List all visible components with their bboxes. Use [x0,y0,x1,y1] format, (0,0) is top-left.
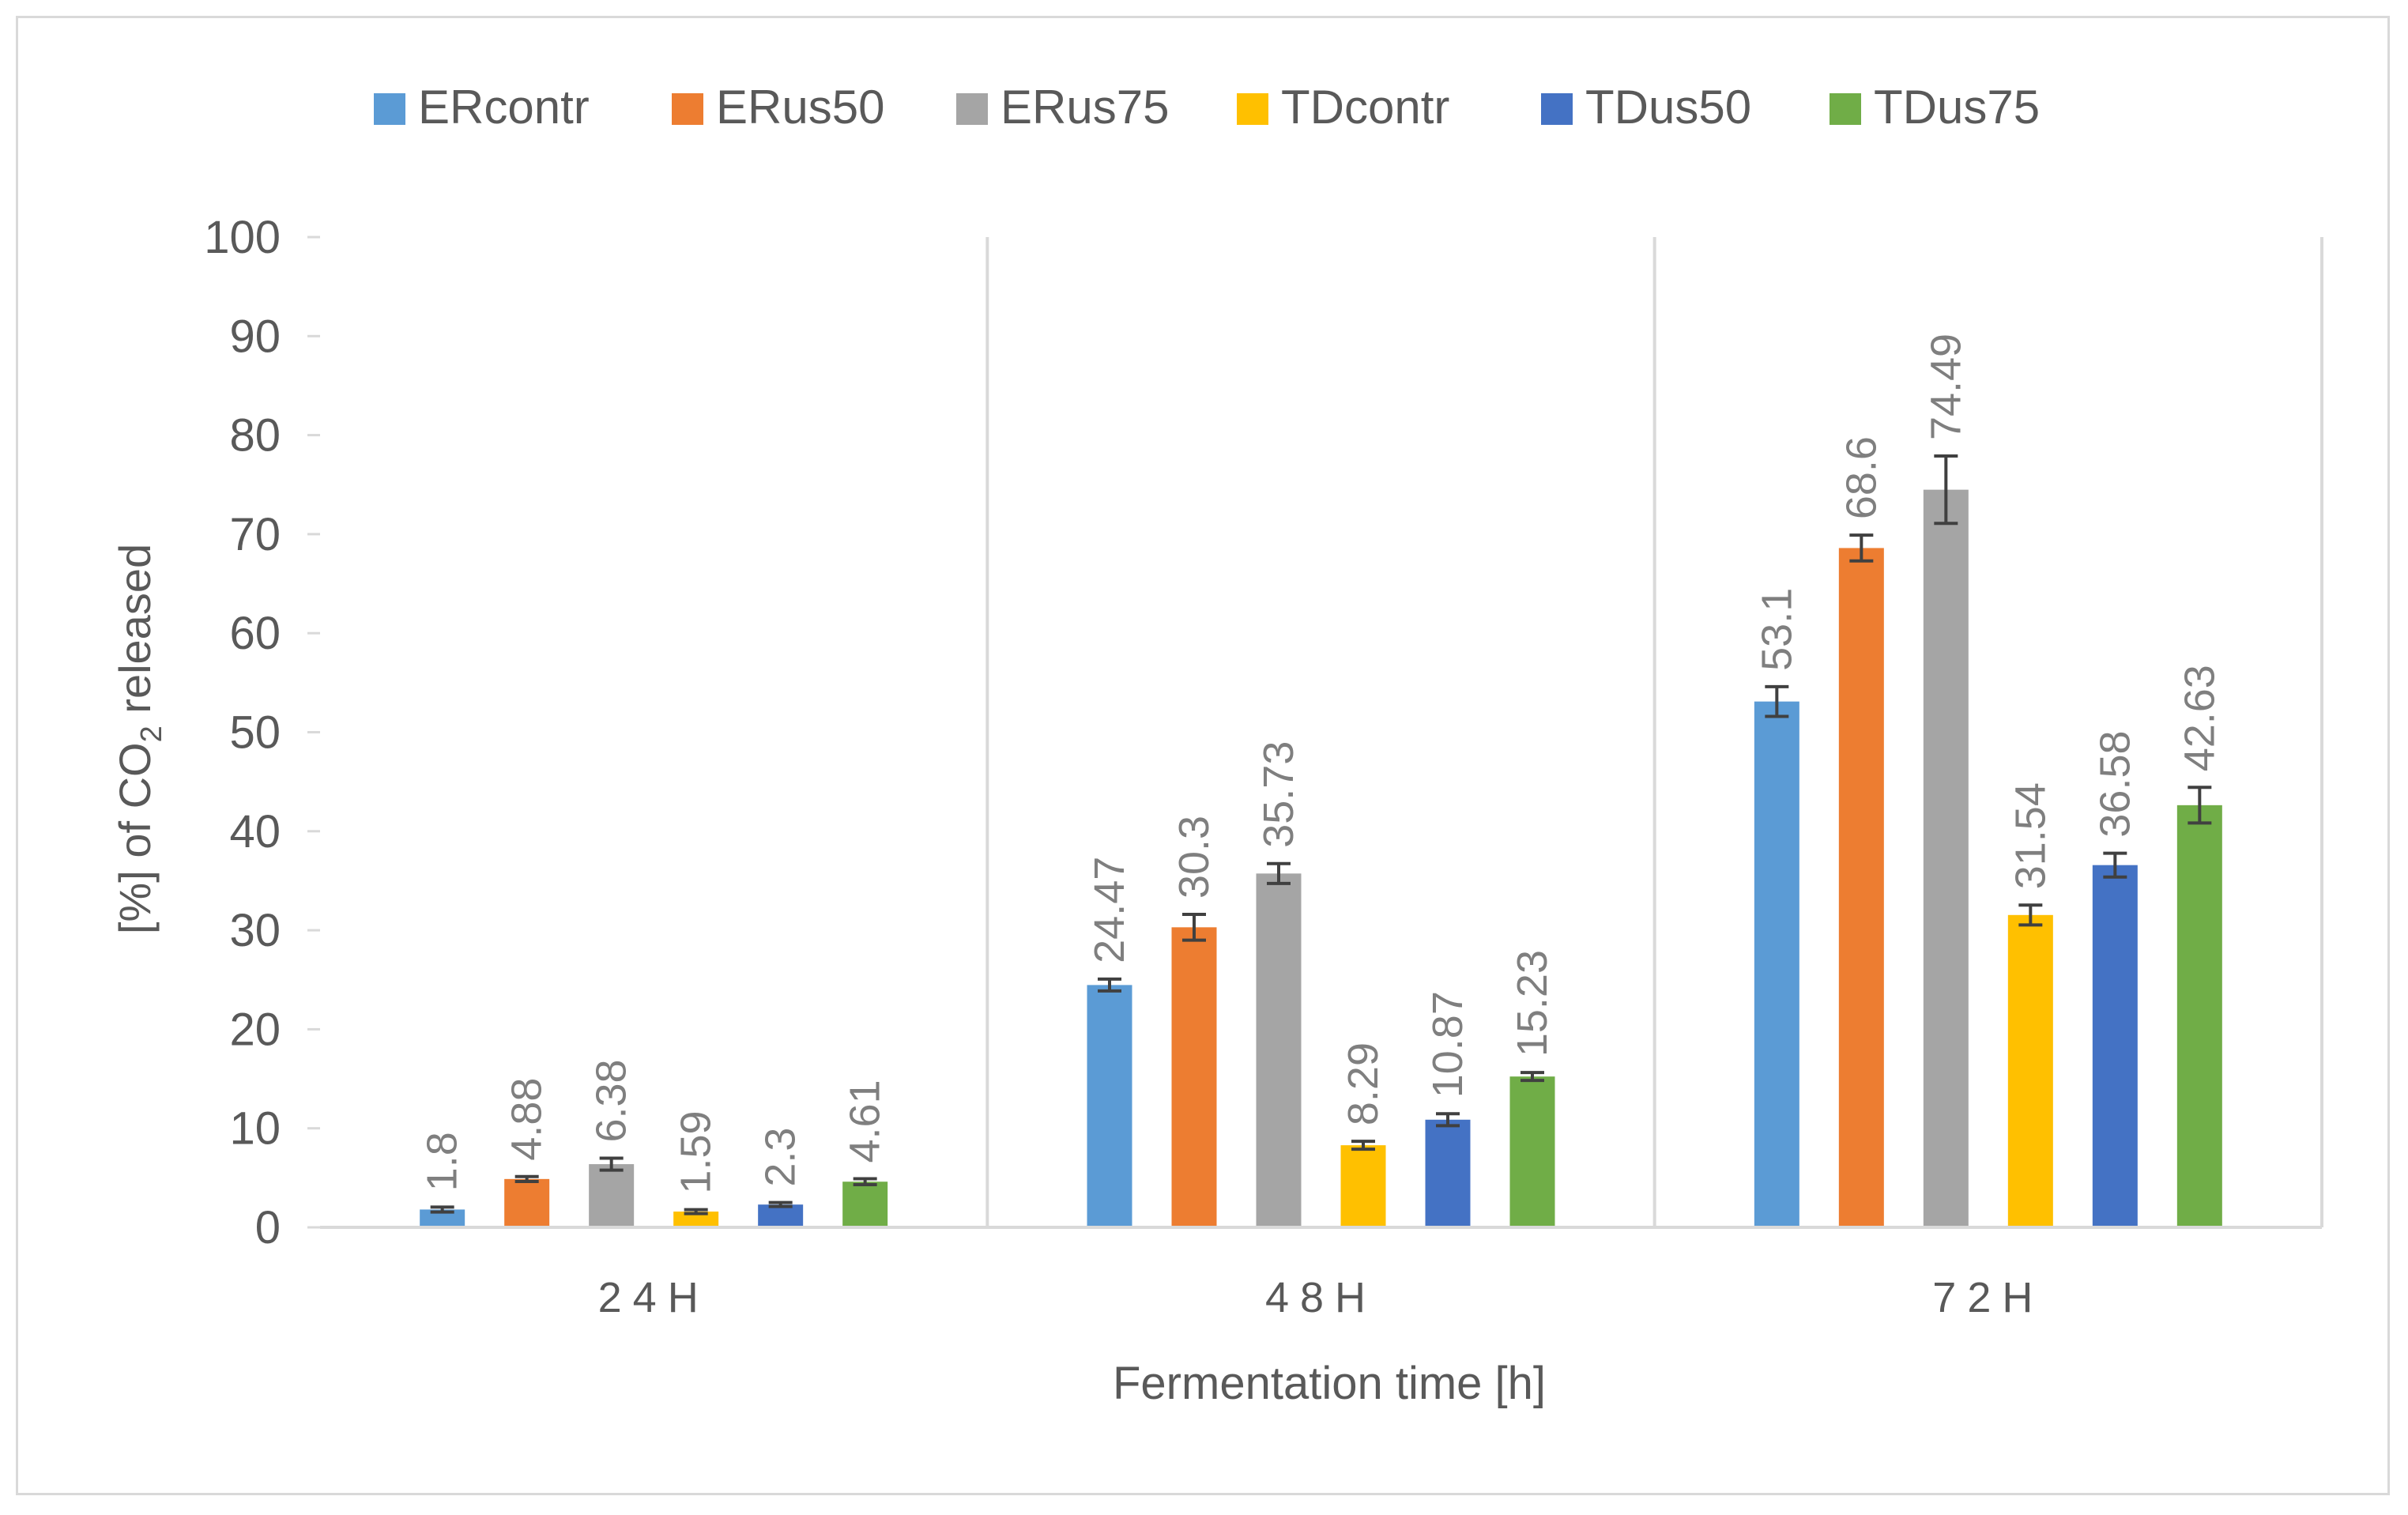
bar-TDus75-72H [2176,805,2222,1227]
legend-label-TDus50: TDus50 [1585,81,1751,134]
error-bar-TDus50-48H [1436,1112,1460,1128]
y-tick-label: 40 [229,806,281,857]
x-axis-label: Fermentation time [h] [1113,1358,1546,1409]
data-label-TDus50-48H: 10.87 [1424,991,1472,1098]
data-label-TDus75-24H: 4.61 [842,1080,889,1163]
y-tick-label: 30 [229,905,281,956]
data-label-TDcontr-72H: 31.54 [2007,782,2054,889]
y-tick-label: 80 [229,410,281,462]
x-tick-label: 24H [598,1274,710,1321]
legend-label-ERcontr: ERcontr [418,81,590,134]
bar-TDcontr-72H [2007,914,2053,1227]
legend: ERcontr ERus50 ERus75 TDcontr TDus50 TDus75 [374,81,2040,134]
y-tick-label: 20 [229,1004,281,1055]
error-bar-ERus75-24H [599,1156,624,1172]
x-axis: 24H 48H 72H [320,1226,2322,1321]
bar-TDus75-48H [1509,1076,1555,1227]
error-bar-ERus50-24H [514,1174,539,1183]
chart-frame [16,16,2390,1495]
y-tick-label: 10 [229,1103,281,1155]
data-label-TDus75-72H: 42.63 [2176,665,2223,771]
error-bar-ERus75-48H [1267,861,1291,885]
x-tick-label: 72H [1932,1274,2044,1321]
legend-swatch-ERcontr [374,93,405,125]
data-label-ERus75-72H: 74.49 [1922,334,1969,440]
legend-label-ERus75: ERus75 [1001,81,1169,134]
y-axis: 0 10 20 30 40 50 60 70 80 90 100 [204,212,320,1253]
data-label-ERcontr-24H: 1.8 [419,1132,466,1191]
bar-TDus50-72H [2092,865,2138,1227]
bar-ERus75-72H [1923,489,1969,1227]
legend-swatch-TDus50 [1541,93,1573,125]
bars [420,489,2222,1227]
error-bar-TDcontr-24H [684,1208,708,1215]
data-label-TDus50-72H: 36.58 [2091,730,2139,837]
y-tick-label: 70 [229,509,281,560]
bar-ERcontr-24H [420,1209,465,1227]
data-label-ERus50-72H: 68.6 [1837,436,1885,519]
data-label-TDus50-24H: 2.3 [757,1128,805,1187]
x-tick-label: 48H [1265,1274,1377,1321]
error-bars [430,454,2212,1215]
error-bar-ERcontr-72H [1765,684,1789,718]
bar-ERus75-48H [1256,873,1302,1227]
bar-TDcontr-48H [1340,1145,1386,1227]
legend-swatch-TDus75 [1830,93,1861,125]
error-bar-ERus75-72H [1934,454,1958,526]
bar-ERus50-48H [1171,927,1217,1227]
bar-ERus75-24H [589,1164,635,1227]
bar-TDus50-48H [1425,1119,1471,1227]
legend-label-TDus75: TDus75 [1874,81,2040,134]
bar-TDus75-24H [842,1181,888,1227]
error-bar-ERus50-48H [1182,913,1206,942]
error-bar-ERus50-72H [1849,533,1874,563]
category-separators [985,237,2323,1227]
legend-label-ERus50: ERus50 [716,81,884,134]
error-bar-ERcontr-48H [1098,977,1121,993]
error-bar-TDus75-48H [1521,1071,1544,1083]
bar-ERcontr-48H [1087,985,1132,1227]
data-label-TDus75-48H: 15.23 [1509,950,1556,1057]
error-bar-TDus50-24H [768,1200,793,1208]
error-bar-TDcontr-72H [2018,903,2043,927]
error-bar-TDcontr-48H [1351,1140,1375,1151]
data-label-ERcontr-72H: 53.1 [1753,588,1800,671]
error-bar-TDus75-72H [2188,786,2212,825]
legend-swatch-ERus75 [956,93,988,125]
data-label-ERus75-24H: 6.38 [588,1059,635,1142]
data-labels: 1.8 4.88 6.38 1.59 2.3 4.61 24.47 30.3 35.73 8.29… [419,334,2224,1194]
bar-ERus50-72H [1838,548,1884,1227]
data-label-TDcontr-24H: 1.59 [673,1110,720,1193]
data-label-TDcontr-48H: 8.29 [1340,1042,1387,1125]
data-label-ERus50-24H: 4.88 [503,1078,551,1161]
legend-swatch-ERus50 [672,93,703,125]
bar-ERus50-24H [504,1178,550,1227]
legend-label-TDcontr: TDcontr [1281,81,1449,134]
y-axis-label: [%] of CO2 released [110,544,168,934]
y-tick-label: 90 [229,311,281,362]
error-bar-TDus50-72H [2103,851,2127,879]
error-bar-TDus75-24H [853,1177,877,1186]
y-tick-label: 0 [255,1202,281,1253]
data-label-ERus50-48H: 30.3 [1170,816,1218,899]
legend-swatch-TDcontr [1237,93,1268,125]
y-tick-label: 60 [229,608,281,659]
bar-TDus50-24H [758,1204,804,1227]
y-tick-label: 100 [204,212,281,263]
bar-TDcontr-24H [673,1212,719,1227]
error-bar-ERcontr-24H [430,1205,454,1214]
y-tick-label: 50 [229,707,281,759]
bar-ERcontr-72H [1754,701,1799,1227]
data-label-ERus75-48H: 35.73 [1255,741,1302,848]
data-label-ERcontr-48H: 24.47 [1086,857,1133,963]
